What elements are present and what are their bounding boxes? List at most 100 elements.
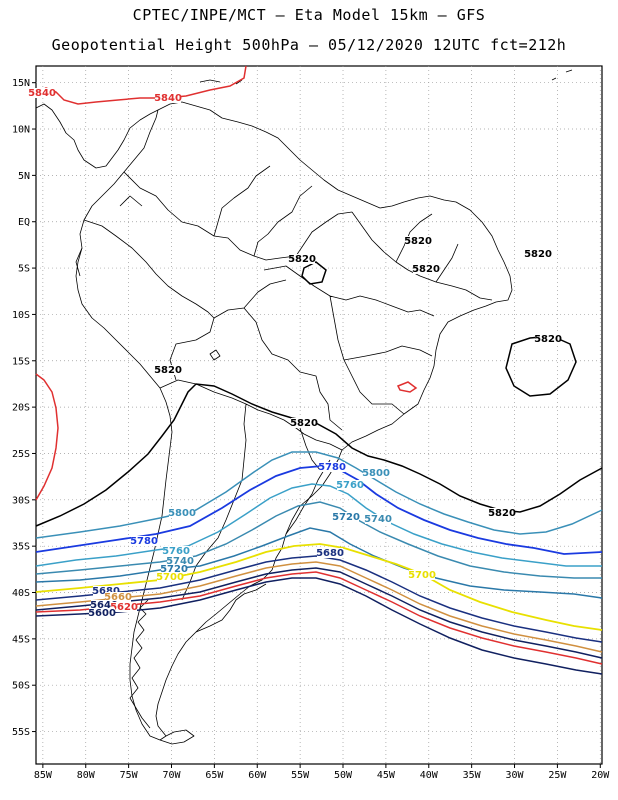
contour-label: 5820	[524, 249, 552, 260]
lon-tick-label: 85W	[34, 770, 53, 781]
contour-label: 5620	[110, 602, 138, 613]
lon-tick-label: 60W	[248, 770, 267, 781]
contour-label: 5820	[412, 264, 440, 275]
contour-5660	[35, 561, 603, 653]
contour-label-bg	[163, 546, 189, 556]
contour-label-bg	[363, 468, 389, 478]
contour-label-bg	[105, 592, 131, 602]
contour-label: 5820	[290, 418, 318, 429]
contour-label: 5760	[336, 480, 364, 491]
lon-tick-label: 30W	[505, 770, 524, 781]
contour-label: 5680	[316, 548, 344, 559]
country-borders	[75, 165, 493, 601]
contour-label-bg	[365, 514, 391, 524]
contour-label: 5700	[408, 570, 436, 581]
lon-tick-label: 20W	[591, 770, 610, 781]
central-america-coast	[35, 103, 159, 169]
contour-label-bg	[89, 608, 115, 618]
contour-label-bg	[161, 564, 187, 574]
contour-label-bg	[131, 536, 157, 546]
contour-label-bg	[525, 249, 551, 259]
contour-5840-north	[35, 65, 247, 105]
lat-tick-label: 10N	[12, 125, 30, 136]
contour-5600	[35, 577, 603, 675]
contour-label: 5820	[288, 254, 316, 265]
contour-label: 5780	[318, 462, 346, 473]
contour-label-bg	[93, 586, 119, 596]
contour-label-bg	[409, 570, 435, 580]
lake-titicaca	[209, 349, 221, 361]
contour-label: 5820	[154, 365, 182, 376]
contour-label: 5640	[90, 600, 118, 611]
contour-label: 5800	[362, 468, 390, 479]
lon-tick-label: 35W	[463, 770, 482, 781]
lat-tick-label: 15N	[12, 78, 30, 89]
lon-tick-label: 50W	[334, 770, 353, 781]
lat-tick-label: 40S	[12, 588, 30, 599]
chart-title-line2: Geopotential Height 500hPa – 05/12/2020 …	[51, 36, 567, 54]
contour-label-bg	[337, 480, 363, 490]
contour-labels: 5840 5840 5820 5820 5820 5820 5820 5820 5820 5820…	[28, 88, 562, 619]
contour-label: 5720	[332, 512, 360, 523]
axis-ticks: 15N 10N 5N EQ 5S 10S 15S 20S 25S 30S 35S 40S 45S 50S 5…	[12, 78, 610, 781]
contour-5820-ring-small	[301, 261, 327, 285]
contour-5640	[35, 567, 603, 659]
contour-label-bg	[157, 572, 183, 582]
lon-tick-label: 40W	[420, 770, 439, 781]
lat-tick-label: 35S	[12, 542, 30, 553]
lon-tick-label: 80W	[77, 770, 96, 781]
lat-tick-label: EQ	[18, 217, 30, 228]
lon-tick-label: 70W	[162, 770, 181, 781]
contour-label: 5740	[364, 514, 392, 525]
chart-title-line1: CPTEC/INPE/MCT – Eta Model 15km – GFS	[132, 6, 486, 24]
lat-lon-grid	[36, 66, 602, 764]
contour-label-bg	[489, 508, 515, 518]
patagonia-coast	[195, 583, 267, 633]
lat-tick-label: 10S	[12, 310, 30, 321]
contour-5740	[35, 501, 602, 579]
contour-label: 5840	[28, 88, 56, 99]
lon-tick-label: 25W	[548, 770, 567, 781]
contour-label: 5820	[534, 334, 562, 345]
contour-label: 5680	[92, 586, 120, 597]
contour-label-bg	[155, 365, 181, 375]
lat-tick-label: 5N	[18, 171, 30, 182]
contour-label-bg	[535, 334, 561, 344]
contour-label: 5780	[130, 536, 158, 547]
contour-label-bg	[167, 556, 193, 566]
lat-tick-label: 20S	[12, 403, 30, 414]
contour-label-bg	[413, 264, 439, 274]
contour-label: 5760	[162, 546, 190, 557]
contour-label: 5720	[160, 564, 188, 575]
contour-label-bg	[333, 512, 359, 522]
contour-5840-west	[35, 373, 59, 501]
tierra-del-fuego	[159, 729, 195, 745]
contour-label-bg	[29, 88, 55, 98]
lon-tick-label: 55W	[291, 770, 310, 781]
contour-label-bg	[111, 602, 137, 612]
contour-label-bg	[319, 462, 345, 472]
lat-tick-label: 30S	[12, 495, 30, 506]
lat-tick-label: 25S	[12, 449, 30, 460]
contour-label-bg	[405, 236, 431, 246]
lon-tick-label: 65W	[205, 770, 224, 781]
contour-label: 5700	[156, 572, 184, 583]
contour-label-bg	[291, 418, 317, 428]
lat-tick-label: 55S	[12, 727, 30, 738]
contour-5680	[35, 555, 603, 643]
contour-label-bg	[317, 548, 343, 558]
lat-tick-label: 50S	[12, 681, 30, 692]
chile-fjords	[129, 599, 151, 729]
lon-tick-label: 45W	[377, 770, 396, 781]
contour-label: 5740	[166, 556, 194, 567]
contour-label: 5660	[104, 592, 132, 603]
lat-tick-label: 45S	[12, 634, 30, 645]
contour-label: 5820	[488, 508, 516, 519]
lat-tick-label: 15S	[12, 356, 30, 367]
contour-label-bg	[91, 600, 117, 610]
contour-5720	[35, 527, 603, 599]
contour-label-bg	[169, 508, 195, 518]
contour-label: 5820	[404, 236, 432, 247]
contour-label-bg	[289, 254, 315, 264]
